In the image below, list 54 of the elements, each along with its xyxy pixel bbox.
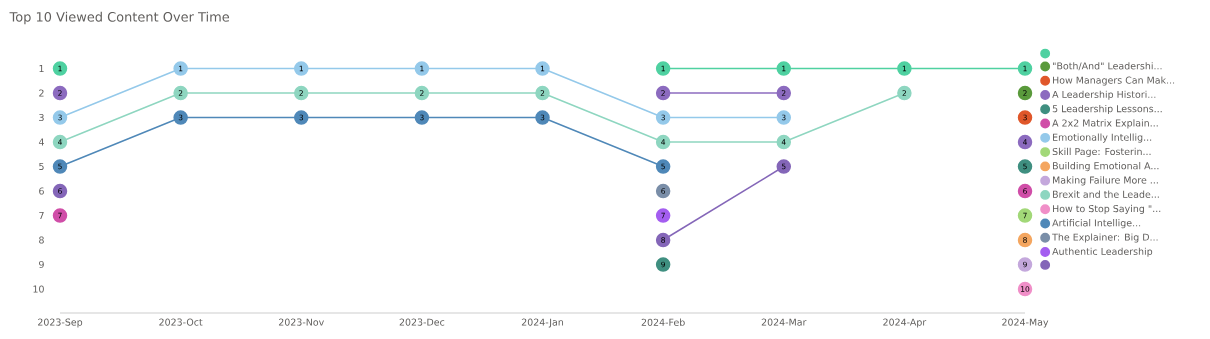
point — [173, 85, 188, 101]
legend-label: Making Failure More ... — [1053, 176, 1158, 186]
x-tick-label: 2023-Nov — [278, 318, 324, 326]
legend-label: Brexit and the Leade... — [1053, 190, 1159, 198]
point — [776, 85, 792, 101]
y-tick-label: 10 — [33, 285, 44, 293]
point — [52, 85, 68, 101]
point — [655, 257, 671, 272]
y-tick-label: 6 — [39, 187, 44, 195]
y-tick-label: 3 — [39, 113, 44, 122]
point — [52, 183, 68, 199]
x-tick-label: 2023-Oct — [159, 318, 203, 326]
y-tick-label: 1 — [39, 65, 44, 72]
x-tick-label: 2023-Sep — [38, 318, 83, 328]
x-tick-label: 2024-Jan — [521, 318, 564, 328]
point — [1017, 257, 1033, 272]
y-tick-label: 4 — [38, 138, 44, 146]
legend-label: "Both/And" Leadershi... — [1053, 62, 1162, 71]
y-tick-label: 2 — [39, 89, 44, 97]
legend-label: Authentic Leadership — [1052, 247, 1153, 257]
legend-label: Emotionally Intellig... — [1053, 133, 1152, 143]
legend-label: A Leadership Histori... — [1052, 90, 1156, 100]
point — [1017, 232, 1033, 248]
legend-label: Building Emotional A... — [1053, 162, 1159, 172]
x-tick-label: 2024-Mar — [761, 318, 807, 326]
x-tick-label: 2024-Feb — [641, 318, 685, 326]
point — [414, 85, 430, 101]
point — [776, 134, 792, 150]
point — [897, 85, 912, 101]
point — [1017, 85, 1033, 101]
legend-label: How to Stop Saying "... — [1053, 204, 1161, 214]
point — [535, 61, 550, 76]
point — [1017, 134, 1033, 150]
legend-label: 5 Leadership Lessons... — [1052, 104, 1162, 115]
point — [1017, 183, 1033, 199]
chart-title: Top 10 Viewed Content Over Time — [9, 11, 230, 25]
point — [294, 85, 309, 101]
point — [535, 85, 550, 101]
x-tick-label: 2024-May — [1002, 318, 1049, 328]
point — [655, 134, 671, 150]
legend-label: How Managers Can Mak... — [1053, 76, 1175, 86]
legend-label: Artificial Intellige... — [1052, 219, 1141, 229]
y-tick-label: 5 — [39, 162, 44, 171]
x-tick-label: 2023-Dec — [399, 318, 445, 326]
point — [52, 134, 68, 150]
y-tick-label: 8 — [39, 236, 44, 244]
y-tick-label: 7 — [39, 212, 44, 219]
legend-label: The Explainer: Big D... — [1052, 233, 1158, 243]
x-tick-label: 2024-Apr — [883, 318, 927, 328]
point — [897, 61, 912, 76]
point — [655, 85, 671, 101]
y-tick-label: 9 — [39, 260, 44, 269]
legend-label: Skill Page: Fosterin... — [1052, 147, 1151, 157]
legend-label: A 2x2 Matrix Explain... — [1052, 119, 1158, 129]
